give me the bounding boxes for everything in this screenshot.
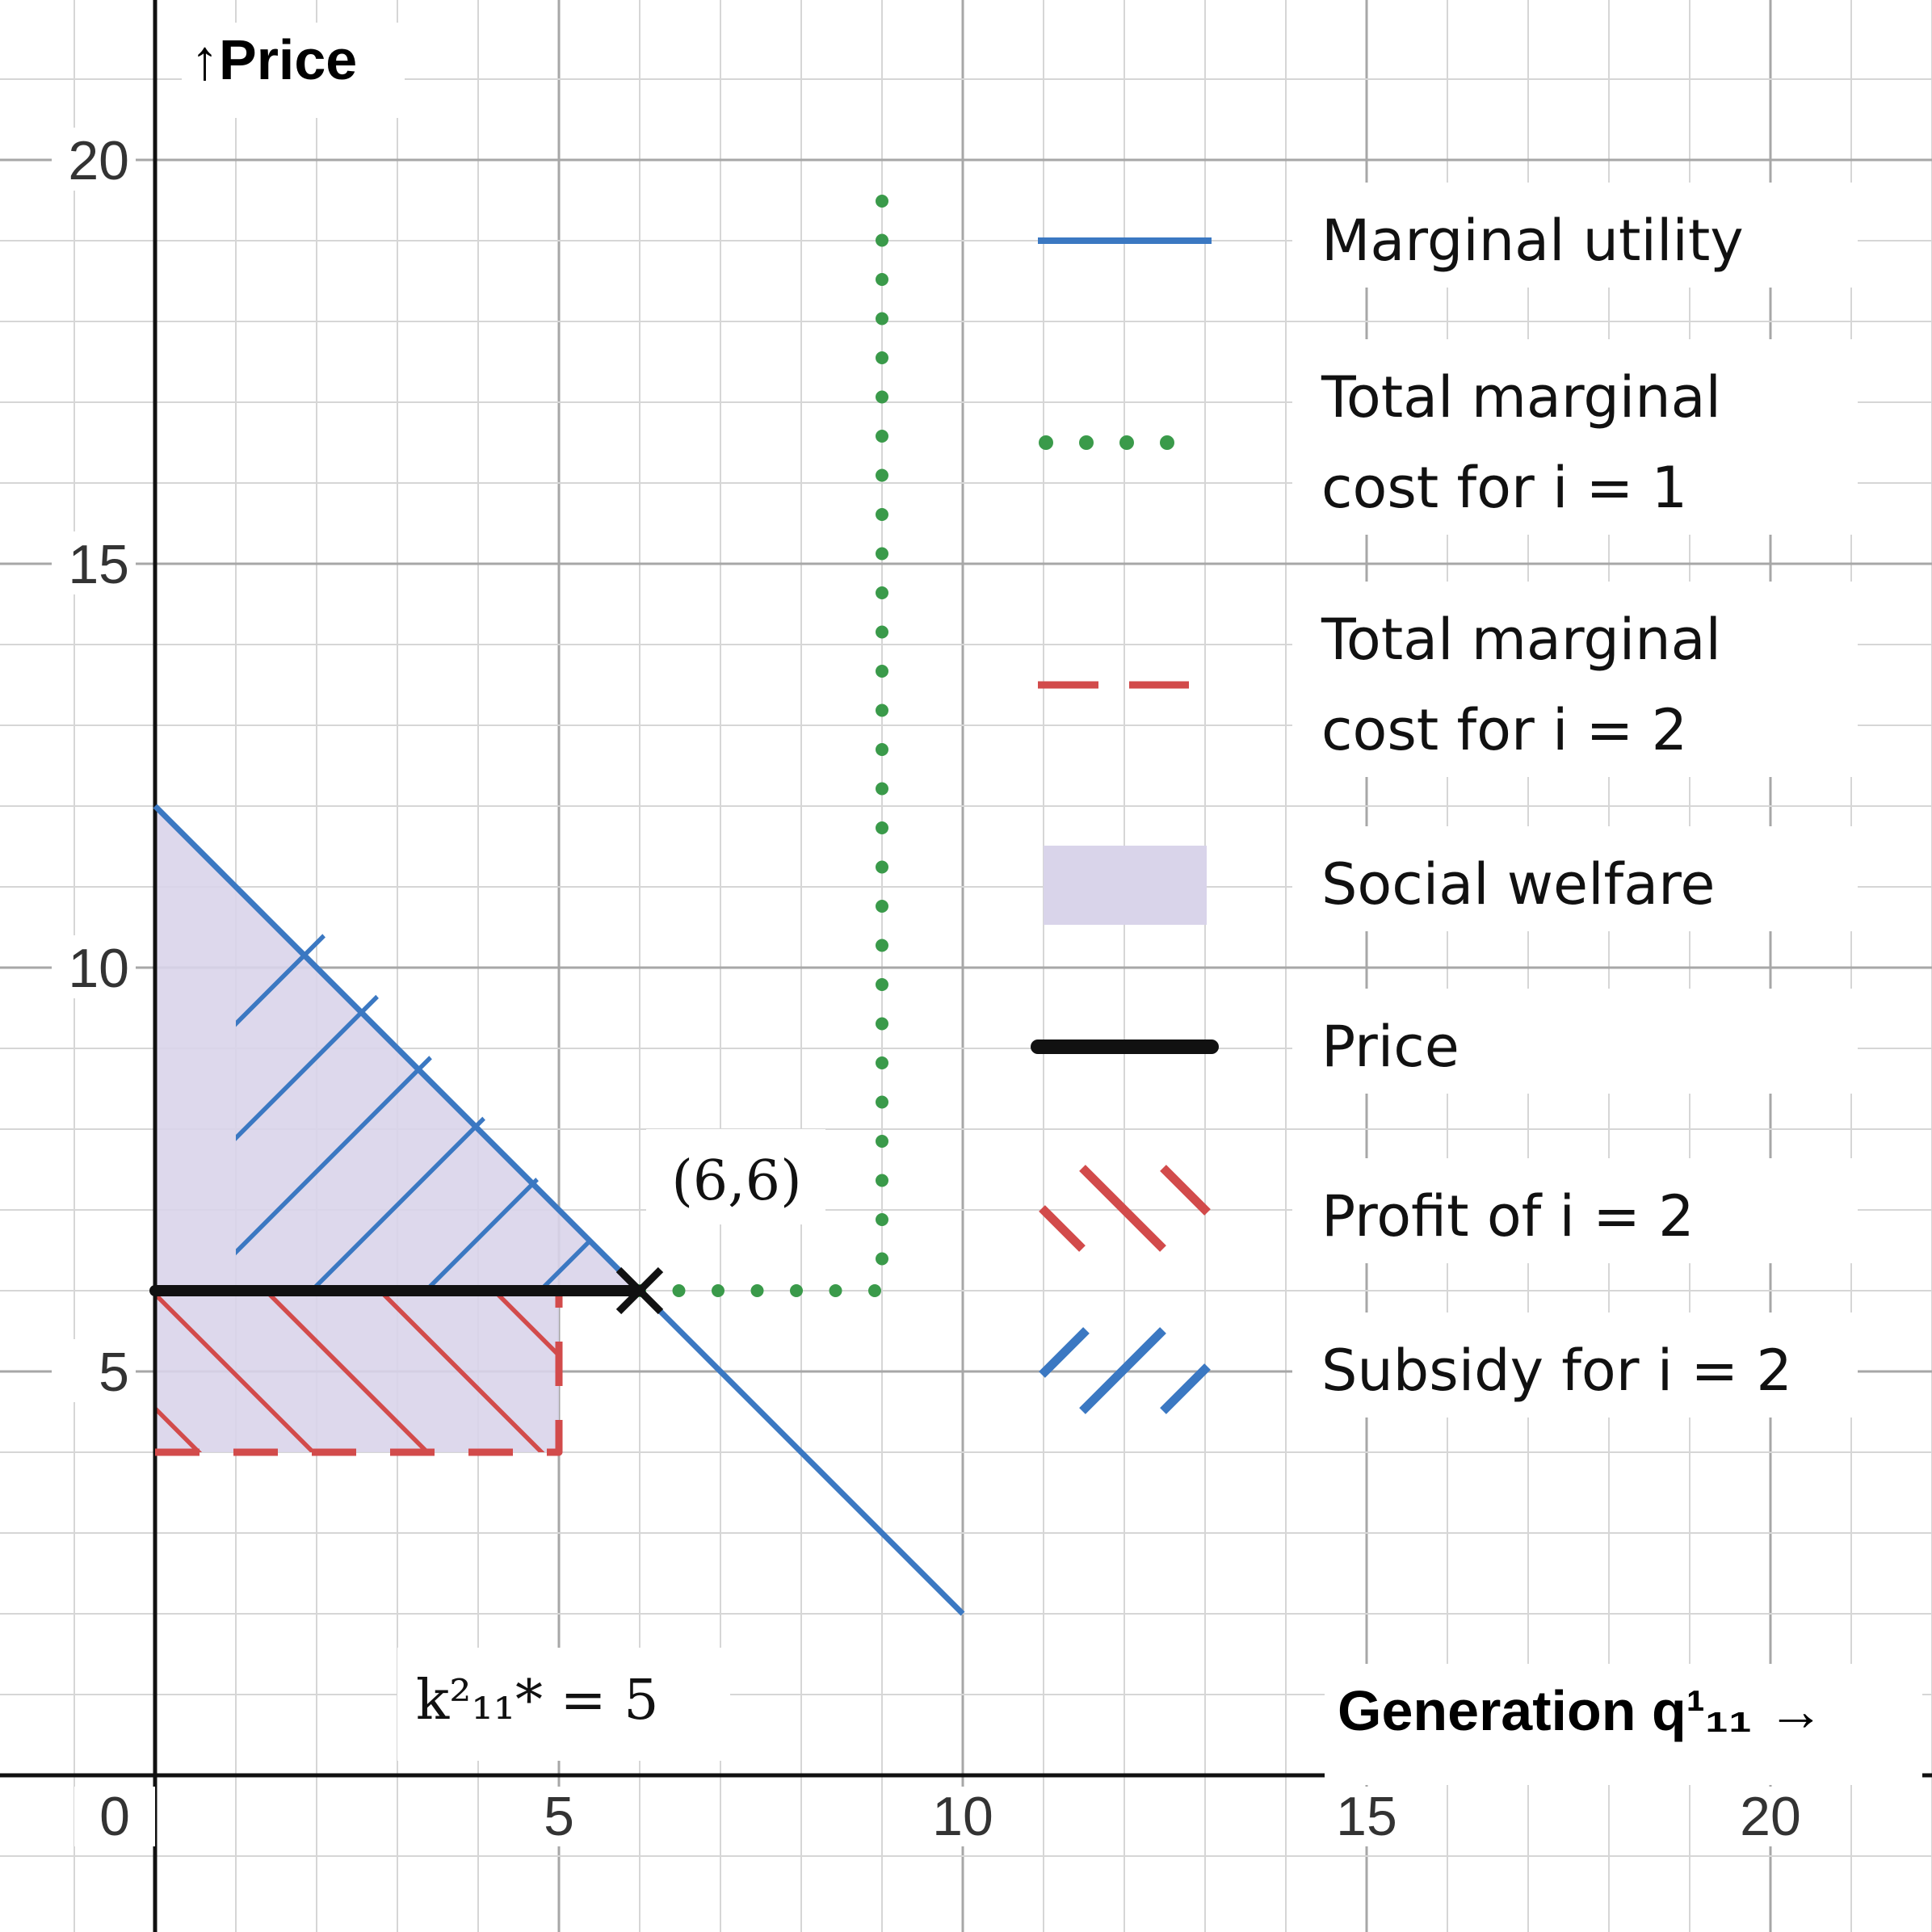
marginal-utility-line	[153, 804, 965, 1616]
y-axis-title-bg	[182, 23, 405, 118]
y-tick-label: 20	[68, 130, 129, 191]
equilibrium-label: (6,6)	[671, 1149, 801, 1213]
legend-label: Profit of i = 2	[1321, 1183, 1695, 1250]
x-tick-label: 10	[932, 1786, 993, 1847]
x-tick-bg	[74, 1787, 155, 1846]
y-tick-bg	[52, 128, 136, 191]
legend-text-bg	[1292, 826, 1858, 931]
legend: Marginal utility Total marginal cost for i…	[1031, 183, 1858, 1418]
legend-label: Marginal utility	[1321, 208, 1744, 274]
capacity-label-bg	[397, 1648, 730, 1761]
x-tick-label: 5	[544, 1786, 574, 1847]
chart-series	[149, 178, 965, 1616]
cost-i2-line	[155, 1291, 563, 1456]
subsidy-hatch-area	[236, 927, 599, 1291]
legend-label: Price	[1321, 1014, 1460, 1080]
tick-labels: 0 5 10 15 20 5 10 15 20	[52, 128, 1811, 1847]
y-tick-bg	[52, 531, 136, 594]
x-tick-label: 20	[1740, 1786, 1801, 1847]
legend-label: Total marginal	[1321, 364, 1721, 430]
y-tick-label: 5	[99, 1342, 129, 1403]
legend-text-bg	[1292, 582, 1858, 777]
x-tick-bg	[1326, 1787, 1407, 1846]
capacity-label: k²₁₁* = 5	[416, 1669, 658, 1732]
x-tick-bg	[1730, 1787, 1811, 1846]
legend-label: cost for i = 1	[1321, 455, 1687, 521]
legend-text-bg	[1292, 339, 1858, 535]
legend-text-bg	[1292, 989, 1858, 1094]
legend-swatch-hatch-red	[1079, 1165, 1166, 1252]
x-tick-label: 15	[1336, 1786, 1397, 1847]
legend-text-bg	[1292, 183, 1858, 288]
x-tick-bg	[519, 1787, 599, 1846]
x-axis-title-bg	[1325, 1664, 1922, 1785]
annotations: (6,6) k²₁₁* = 5	[397, 1129, 825, 1761]
legend-swatch-hatch-blue	[1079, 1327, 1166, 1414]
equilibrium-marker	[615, 1266, 664, 1315]
y-tick-bg	[52, 935, 136, 998]
legend-swatch-hatch-blue	[1160, 1363, 1211, 1414]
legend-label: cost for i = 2	[1321, 697, 1687, 763]
legend-swatch-hatch-red	[1160, 1165, 1211, 1216]
x-tick-label: 0	[99, 1786, 130, 1847]
y-axis-title: ↑Price	[191, 28, 357, 91]
legend-label: Total marginal	[1321, 607, 1721, 673]
legend-label: Subsidy for i = 2	[1321, 1338, 1792, 1404]
legend-swatch-hatch-blue	[1039, 1327, 1090, 1378]
x-axis-title: Generation q¹₁₁ →	[1338, 1679, 1824, 1742]
legend-text-bg	[1292, 1158, 1858, 1263]
x-tick-bg	[922, 1787, 1003, 1846]
equilibrium-label-bg	[646, 1129, 825, 1224]
y-tick-label: 10	[68, 938, 129, 999]
legend-label: Social welfare	[1321, 851, 1715, 918]
legend-text-bg	[1292, 1312, 1858, 1418]
legend-swatch-hatch-red	[1039, 1205, 1086, 1252]
cost-i1-line	[633, 178, 888, 1297]
y-tick-label: 15	[68, 534, 129, 595]
y-tick-bg	[52, 1339, 136, 1402]
legend-swatch-area	[1044, 846, 1207, 925]
profit-hatch-area	[155, 1291, 559, 1452]
